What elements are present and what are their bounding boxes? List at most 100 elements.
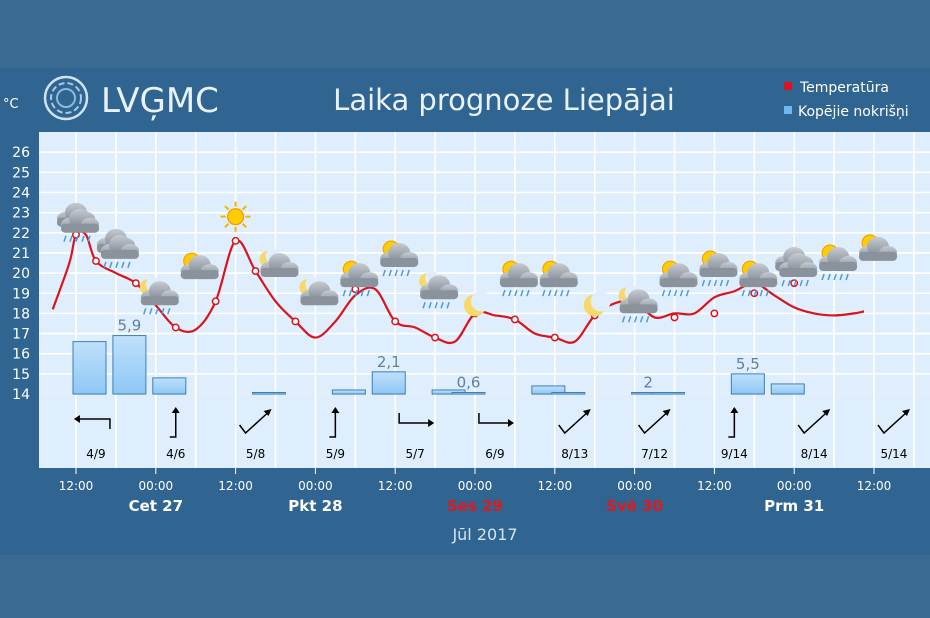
raindrop xyxy=(87,235,91,242)
partly-cloudy-rain-night-icon xyxy=(139,277,179,315)
cloudy-rain-icon xyxy=(57,202,99,242)
raindrop xyxy=(121,261,125,269)
temperature-point xyxy=(510,315,519,324)
sun-disc xyxy=(227,208,245,226)
rain-icon xyxy=(143,308,171,315)
cloud-icon xyxy=(140,281,179,306)
raindrop xyxy=(81,235,85,242)
cloud-part xyxy=(100,249,139,259)
y-tick-label: 22 xyxy=(12,226,30,242)
arrow-shaft xyxy=(637,412,668,435)
day-label: Pkt 28 xyxy=(288,497,342,515)
raindrop xyxy=(69,235,73,242)
rain-icon xyxy=(502,289,530,297)
cloud-part xyxy=(819,262,858,272)
raindrop xyxy=(781,279,785,287)
y-tick-label: 21 xyxy=(12,246,30,262)
x-tick-label: 12:00 xyxy=(218,479,253,493)
precipitation-label: 0,6 xyxy=(457,374,481,392)
raindrop xyxy=(821,273,825,281)
precipitation-bar xyxy=(551,392,586,395)
cloudy-rain-icon xyxy=(775,247,818,287)
raindrop xyxy=(719,279,724,287)
temperature-point xyxy=(710,309,719,318)
precipitation-bar xyxy=(112,335,147,395)
cloud-icon xyxy=(380,242,419,267)
wind-speed-label: 9/14 xyxy=(721,447,748,461)
cloud-part xyxy=(260,268,299,278)
y-tick-label: 23 xyxy=(12,206,30,222)
raindrop xyxy=(747,289,752,297)
cloud-icon xyxy=(659,263,698,288)
raindrop xyxy=(502,289,506,297)
raindrop xyxy=(360,289,365,297)
raindrop xyxy=(434,301,438,309)
cloud-icon xyxy=(819,247,858,272)
cloud-part xyxy=(380,257,419,267)
raindrop xyxy=(406,269,410,277)
x-tick-label: 12:00 xyxy=(59,479,94,493)
cloud-icon xyxy=(61,208,99,233)
cloud-icon xyxy=(619,289,658,314)
x-tick-label: 12:00 xyxy=(538,479,573,493)
cloud-part xyxy=(499,278,538,288)
cloud-part xyxy=(180,270,219,280)
raindrop xyxy=(348,289,353,297)
wind-panel xyxy=(39,394,930,468)
raindrop xyxy=(542,289,546,297)
day-label: Svē 30 xyxy=(606,497,663,515)
raindrop xyxy=(621,316,626,323)
bottom-band xyxy=(0,555,930,618)
raindrop xyxy=(725,279,730,287)
precipitation-bar xyxy=(451,392,486,395)
y-tick-label: 14 xyxy=(12,387,30,403)
raindrop xyxy=(765,289,770,297)
precipitation-bar xyxy=(331,389,366,395)
cloud-icon xyxy=(300,281,339,306)
precipitation-label: 5,5 xyxy=(736,355,760,373)
raindrop xyxy=(354,289,359,297)
wind-speed-label: 7/12 xyxy=(641,447,668,461)
y-tick-label: 17 xyxy=(12,327,30,343)
wind-arrow-icon xyxy=(558,409,591,435)
wind-arrow-icon xyxy=(797,409,831,435)
wind-arrow-icon xyxy=(73,415,111,429)
cloud-part xyxy=(779,268,818,278)
x-tick-label: 12:00 xyxy=(697,479,732,493)
cloud-part xyxy=(420,290,459,300)
y-tick-label: 20 xyxy=(12,266,30,282)
raindrop xyxy=(845,273,849,281)
precipitation-bar xyxy=(651,392,686,395)
cloud-icon xyxy=(499,263,538,288)
raindrop xyxy=(143,308,147,315)
temperature-point xyxy=(251,267,260,276)
partly-cloudy-rain-night-icon xyxy=(419,271,459,309)
raindrop xyxy=(440,301,444,309)
cloud-icon xyxy=(340,263,379,288)
rain-icon xyxy=(103,261,131,269)
y-tick-label: 15 xyxy=(12,367,30,383)
raindrop xyxy=(446,301,450,309)
rain-icon xyxy=(661,289,690,297)
temperature-point xyxy=(231,236,240,245)
raindrop xyxy=(508,289,512,297)
wind-speed-label: 5/14 xyxy=(880,447,907,461)
partly-cloudy-night-icon xyxy=(299,277,339,306)
raindrop xyxy=(428,301,432,309)
partly-cloudy-icon xyxy=(859,234,897,261)
precipitation-label: 2 xyxy=(643,374,653,392)
arrow-head xyxy=(582,409,591,416)
precipitation-bar xyxy=(371,371,406,395)
precipitation-bar xyxy=(252,392,287,395)
top-band xyxy=(0,0,930,68)
arrow-shaft xyxy=(398,413,430,424)
precipitation-label: 5,9 xyxy=(117,317,141,335)
cloud-part xyxy=(739,278,778,288)
wind-arrow-icon xyxy=(169,407,180,438)
legend-label-temperature: Temperatūra xyxy=(799,80,889,96)
y-tick-label: 26 xyxy=(12,145,30,161)
sun-ray xyxy=(224,223,230,228)
arrow-head xyxy=(901,409,910,416)
x-tick-label: 00:00 xyxy=(458,479,493,493)
